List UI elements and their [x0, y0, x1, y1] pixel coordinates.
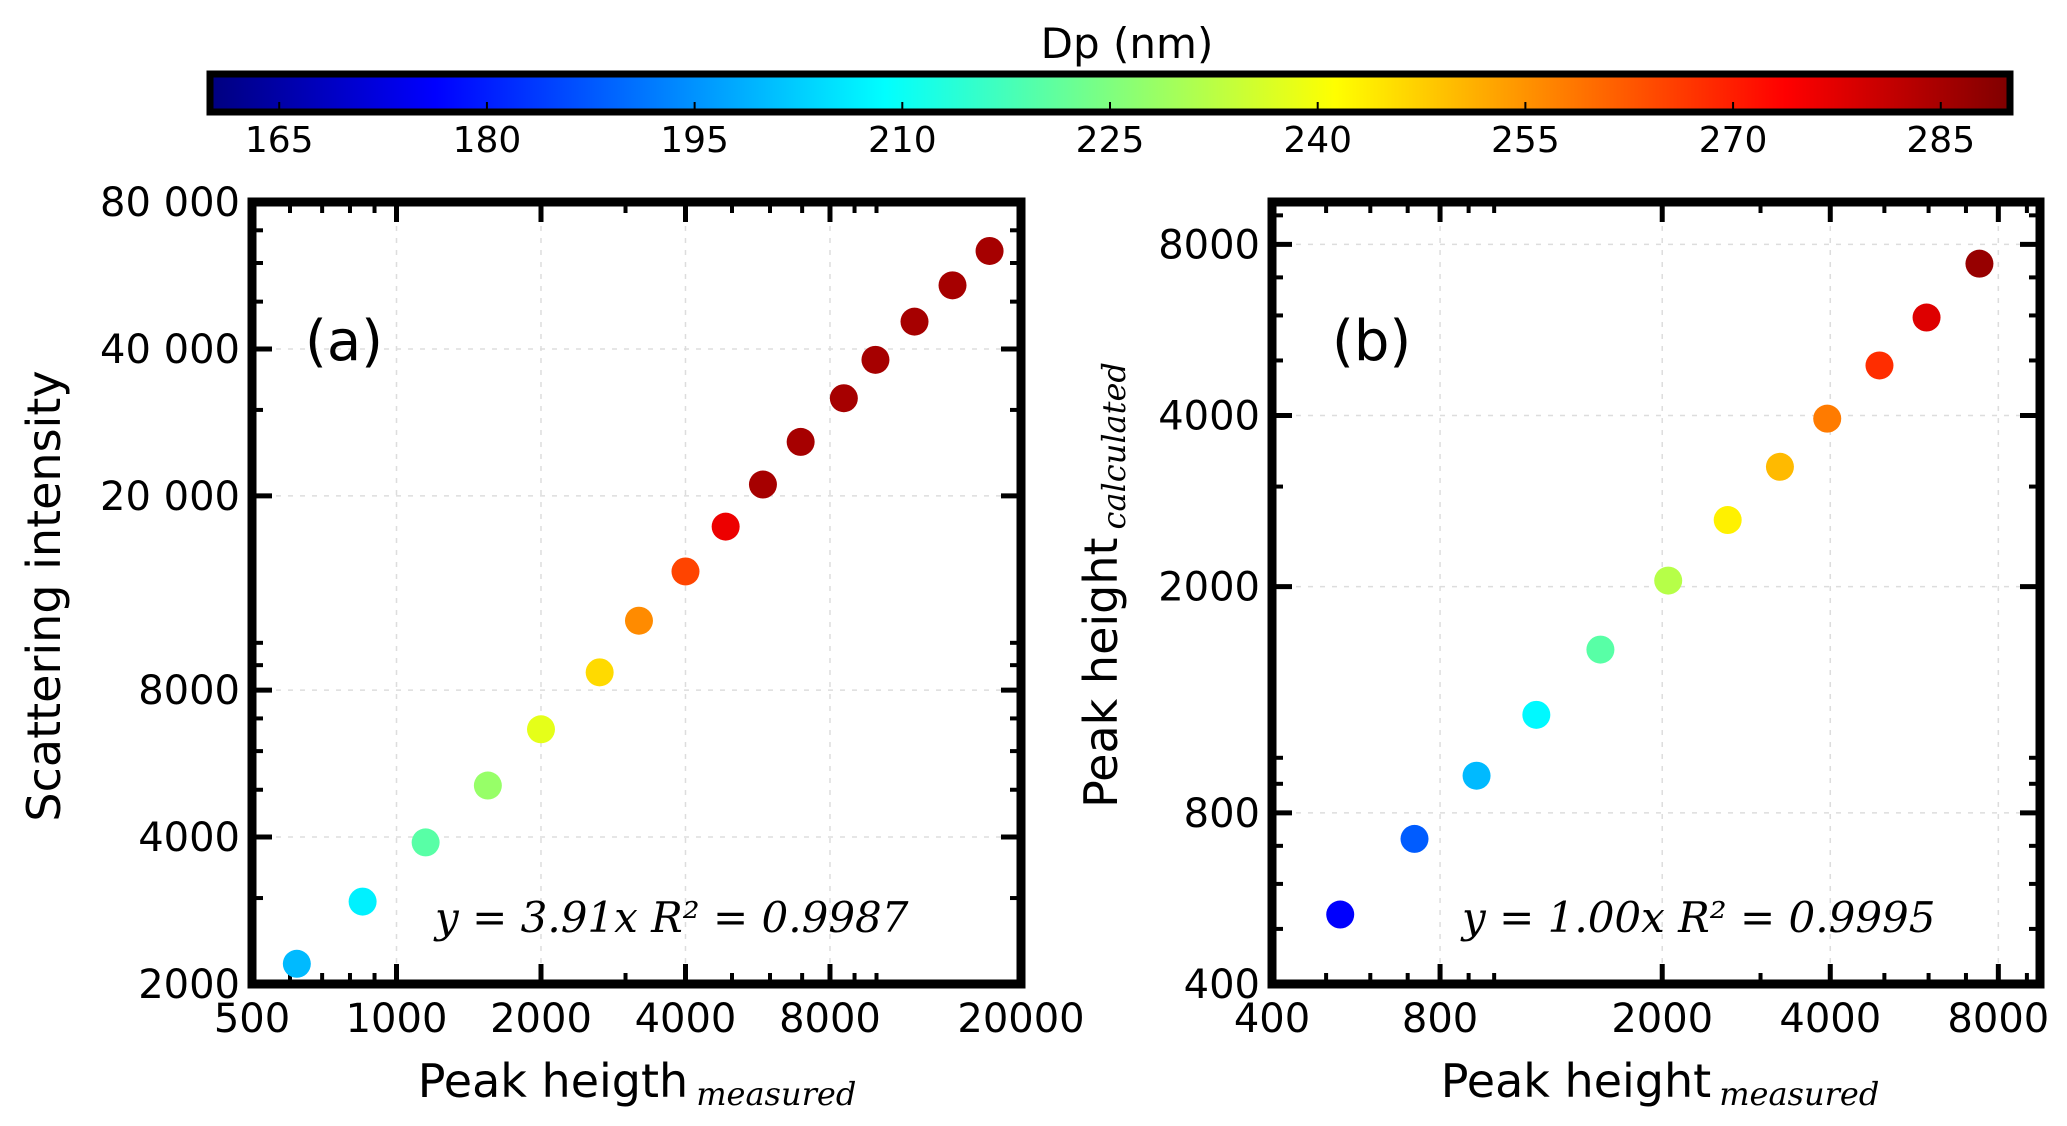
panel-a-xlabel: Peak heigth measured — [418, 1054, 857, 1113]
x-tick-label: 2000 — [1611, 996, 1713, 1042]
data-point — [1522, 700, 1551, 729]
data-point — [348, 887, 377, 916]
data-point — [900, 307, 929, 336]
panel-b-ylabel-main: Peak height — [1074, 537, 1128, 807]
data-point — [1586, 635, 1615, 664]
data-point — [411, 828, 440, 857]
x-tick-label: 4000 — [1779, 996, 1881, 1042]
data-point — [1326, 900, 1355, 929]
panel-b-points — [1326, 249, 1994, 929]
data-point — [861, 345, 890, 374]
data-point — [938, 271, 967, 300]
y-tick-label: 400 — [1184, 962, 1260, 1008]
x-tick-label: 8000 — [1947, 996, 2049, 1042]
y-tick-label: 4000 — [138, 815, 240, 861]
y-tick-label: 2000 — [1158, 565, 1260, 611]
x-tick-label: 500 — [214, 996, 290, 1042]
data-point — [1865, 351, 1894, 380]
panel-a-ylabel: Scattering intensity — [17, 370, 71, 821]
colorbar-tick-label: 255 — [1491, 120, 1560, 161]
y-tick-label: 4000 — [1158, 394, 1260, 440]
colorbar-ticks: 165 180 195 210 225 240 255 270 285 — [245, 102, 1975, 161]
colorbar-tick-label: 270 — [1699, 120, 1768, 161]
x-tick-label: 8000 — [779, 996, 881, 1042]
panel-b: 400 800 2000 4000 8000 400 800 2000 4000 8000 (b)… — [1074, 197, 2049, 1113]
colorbar-tick-label: 285 — [1906, 120, 1975, 161]
panel-b-frame — [1267, 197, 2045, 989]
data-point — [1654, 566, 1683, 595]
panel-b-label: (b) — [1332, 309, 1411, 374]
data-point — [282, 949, 311, 978]
y-tick-label: 8000 — [1158, 222, 1260, 268]
panel-a-label: (a) — [305, 309, 383, 374]
data-point — [711, 512, 740, 541]
data-point — [1400, 824, 1429, 853]
panel-a: 500 1000 2000 4000 8000 20000 2000 4000 8000 20 0… — [17, 180, 1085, 1113]
data-point — [1813, 404, 1842, 433]
colorbar-label: Dp (nm) — [1041, 19, 1214, 68]
colorbar-tick-label: 165 — [245, 120, 314, 161]
panel-a-xlabel-sub: measured — [696, 1075, 856, 1113]
x-tick-label: 2000 — [490, 996, 592, 1042]
panel-b-fit-equation: y = 1.00x R² = 0.9995 — [1460, 893, 1935, 942]
data-point — [1462, 761, 1491, 790]
panel-b-ylabel: Peak height calculated — [1074, 362, 1133, 808]
data-point — [624, 606, 653, 635]
x-tick-label: 4000 — [635, 996, 737, 1042]
panel-a-xlabel-main: Peak heigth — [418, 1054, 688, 1108]
data-point — [786, 427, 815, 456]
data-point — [1912, 303, 1941, 332]
data-point — [748, 470, 777, 499]
colorbar-tick-label: 225 — [1076, 120, 1145, 161]
y-tick-label: 20 000 — [100, 474, 240, 520]
panel-b-xlabel-main: Peak height — [1441, 1054, 1711, 1108]
y-tick-label: 2000 — [138, 962, 240, 1008]
colorbar-tick-label: 210 — [868, 120, 937, 161]
colorbar-tick-label: 240 — [1283, 120, 1352, 161]
x-tick-label: 20000 — [957, 996, 1084, 1042]
data-point — [473, 771, 502, 800]
data-point — [1713, 506, 1742, 535]
y-tick-label: 8000 — [138, 668, 240, 714]
panel-b-ylabel-sub: calculated — [1095, 362, 1133, 529]
colorbar-tick-label: 180 — [453, 120, 522, 161]
data-point — [975, 236, 1004, 265]
data-point — [526, 715, 555, 744]
panel-a-points — [282, 236, 1004, 978]
data-point — [1765, 452, 1794, 481]
panel-b-xlabel: Peak height measured — [1441, 1054, 1880, 1113]
x-tick-label: 400 — [1234, 996, 1310, 1042]
colorbar-tick-label: 195 — [660, 120, 729, 161]
colorbar: Dp (nm) 165 180 195 210 225 240 255 270 285 — [206, 19, 2014, 161]
panel-a-frame — [247, 197, 1026, 989]
y-tick-label: 80 000 — [100, 180, 240, 226]
data-point — [585, 658, 614, 687]
panel-a-fit-equation: y = 3.91x R² = 0.9987 — [433, 893, 909, 942]
y-tick-label: 40 000 — [100, 327, 240, 373]
data-point — [671, 557, 700, 586]
x-tick-label: 1000 — [346, 996, 448, 1042]
data-point — [829, 384, 858, 413]
x-tick-label: 800 — [1402, 996, 1478, 1042]
data-point — [1965, 249, 1994, 278]
y-tick-label: 800 — [1184, 791, 1260, 837]
panel-b-xlabel-sub: measured — [1719, 1075, 1879, 1113]
